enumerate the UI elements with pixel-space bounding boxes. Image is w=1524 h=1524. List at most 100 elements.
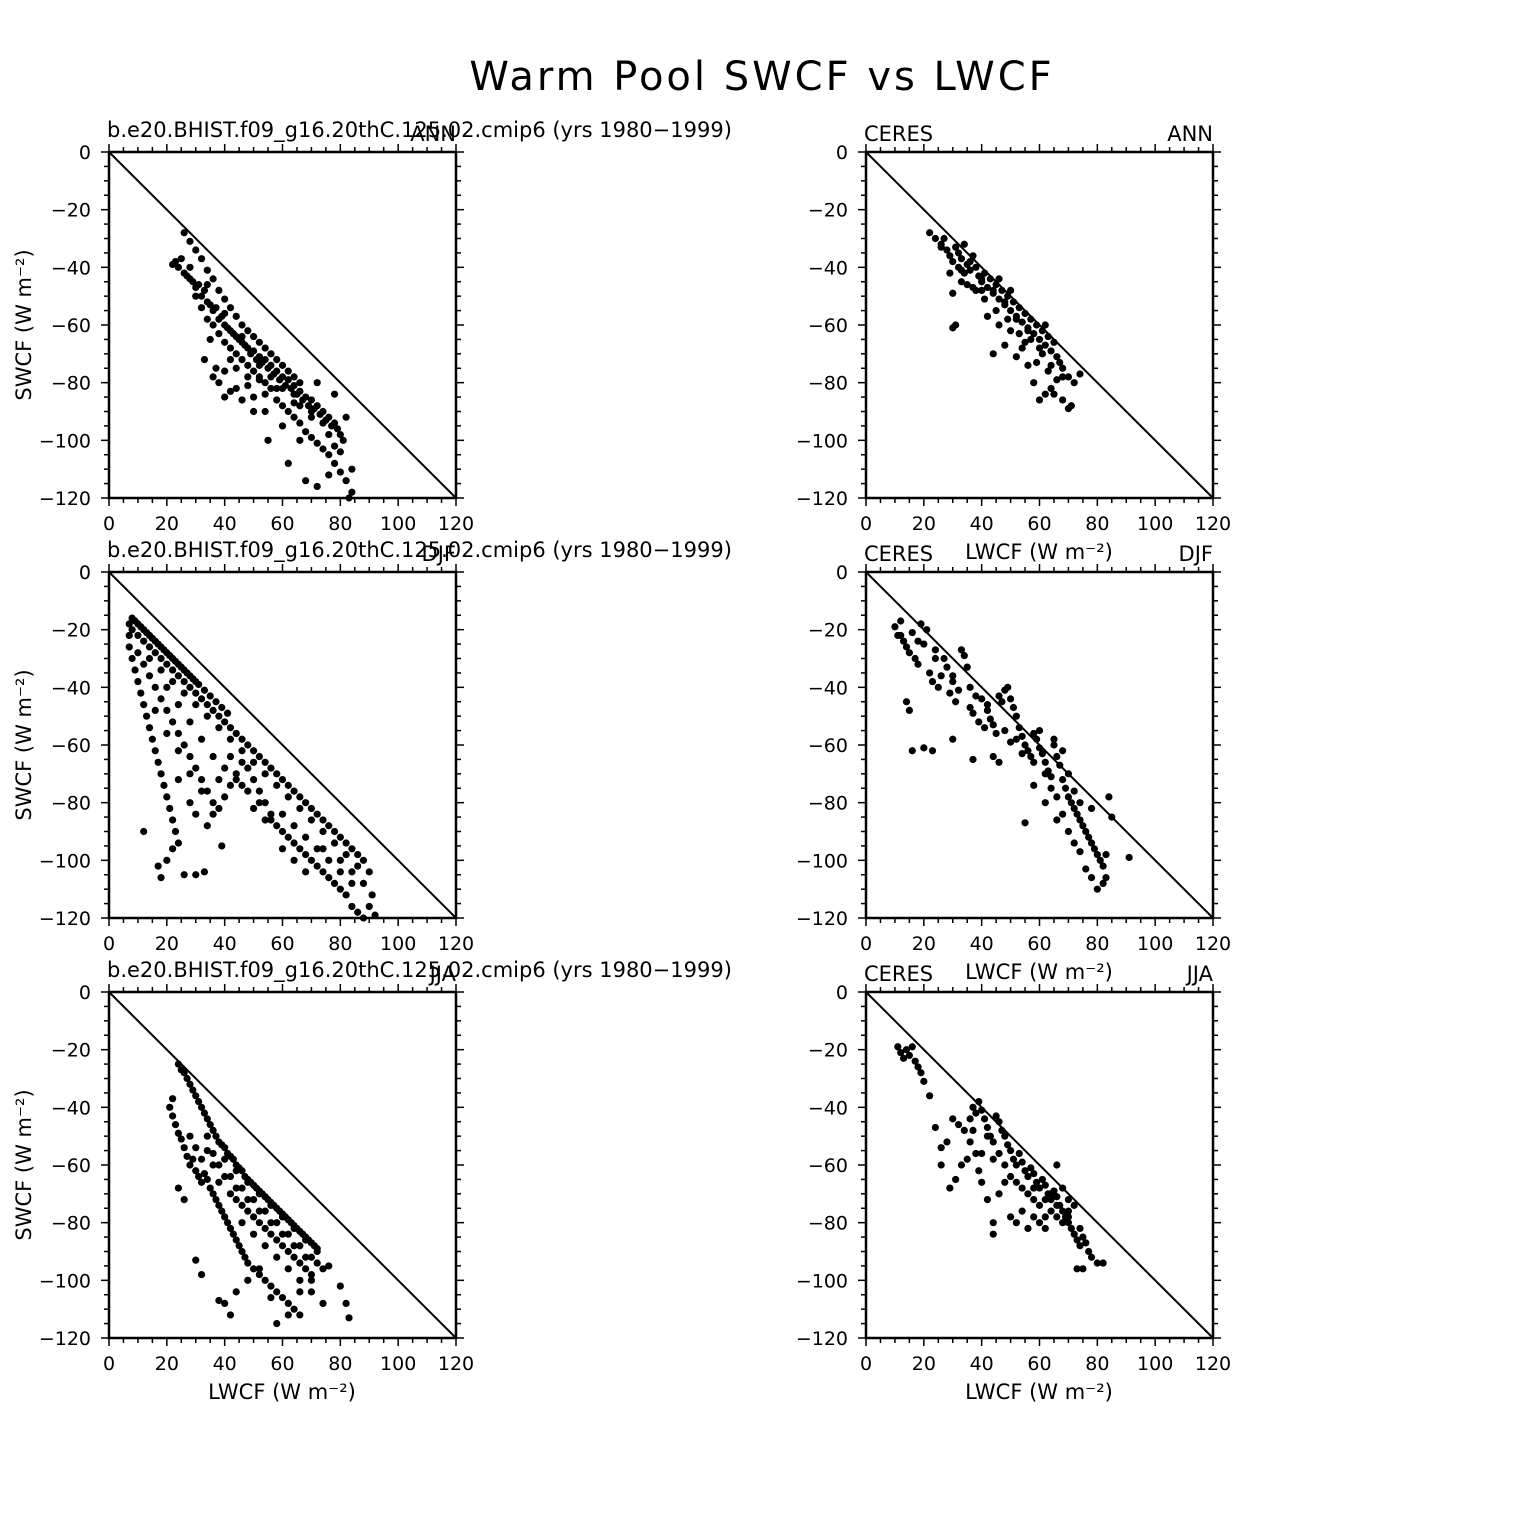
data-point bbox=[307, 396, 316, 404]
data-point bbox=[221, 1299, 229, 1307]
data-point bbox=[1015, 330, 1023, 338]
data-point bbox=[290, 373, 298, 381]
data-point bbox=[325, 874, 333, 882]
data-point bbox=[215, 776, 223, 784]
data-point bbox=[342, 413, 350, 421]
data-point bbox=[1047, 1207, 1055, 1215]
data-point bbox=[221, 393, 229, 401]
data-point bbox=[952, 698, 960, 706]
data-point bbox=[180, 689, 188, 697]
data-point bbox=[954, 686, 963, 694]
data-point bbox=[1053, 752, 1061, 761]
data-point bbox=[232, 1167, 240, 1175]
data-point bbox=[348, 879, 356, 888]
data-point bbox=[186, 718, 194, 726]
data-point bbox=[278, 1294, 287, 1302]
data-point bbox=[197, 1270, 206, 1279]
data-point bbox=[200, 1109, 209, 1117]
data-point bbox=[1099, 862, 1107, 870]
data-point bbox=[949, 289, 957, 297]
data-point bbox=[1041, 341, 1049, 349]
data-point bbox=[1085, 833, 1093, 841]
data-point bbox=[1027, 1164, 1035, 1172]
data-point bbox=[238, 1201, 246, 1209]
data-point bbox=[902, 698, 911, 706]
data-point bbox=[1070, 839, 1078, 847]
data-point bbox=[238, 747, 246, 755]
data-point bbox=[192, 871, 200, 879]
data-point bbox=[1067, 402, 1075, 410]
y-tick-label: −120 bbox=[39, 488, 91, 510]
data-point bbox=[215, 330, 223, 338]
y-tick-label: −100 bbox=[796, 430, 848, 452]
data-point bbox=[186, 1132, 194, 1140]
data-point bbox=[186, 1161, 194, 1169]
panel-ceres-jja: CERES JJA LWCF (W m⁻²) 0 20 40 60 80 100 1200−… bbox=[796, 962, 1231, 1404]
data-point bbox=[1053, 1161, 1061, 1169]
data-point bbox=[1056, 761, 1064, 769]
data-point bbox=[1087, 874, 1096, 882]
x-tick-label: 100 bbox=[1137, 1353, 1173, 1375]
data-point bbox=[296, 845, 304, 853]
data-point bbox=[978, 275, 986, 283]
data-point bbox=[261, 390, 269, 398]
data-point bbox=[342, 1299, 350, 1307]
data-point bbox=[221, 295, 229, 303]
data-point bbox=[284, 833, 292, 841]
data-point bbox=[952, 1175, 960, 1184]
data-point bbox=[180, 1144, 188, 1152]
data-point bbox=[899, 1054, 908, 1062]
data-point bbox=[980, 269, 989, 277]
data-point bbox=[1009, 298, 1018, 306]
data-point bbox=[226, 1172, 235, 1181]
data-point bbox=[1070, 787, 1078, 795]
data-point bbox=[221, 367, 229, 375]
data-point bbox=[166, 804, 174, 813]
x-tick-label: 20 bbox=[155, 933, 179, 955]
data-point bbox=[261, 407, 269, 416]
data-point bbox=[1018, 732, 1026, 740]
data-point bbox=[203, 1115, 211, 1123]
data-point bbox=[284, 376, 292, 384]
data-point bbox=[197, 255, 206, 263]
data-point bbox=[261, 379, 269, 387]
data-point bbox=[195, 1172, 203, 1181]
data-point bbox=[197, 304, 206, 312]
data-point bbox=[307, 413, 316, 421]
data-point bbox=[140, 637, 148, 645]
data-point bbox=[267, 810, 275, 818]
data-point bbox=[209, 752, 217, 761]
data-point bbox=[276, 376, 284, 384]
data-point bbox=[278, 845, 287, 853]
y-tick-label: −80 bbox=[808, 1213, 848, 1235]
data-point bbox=[1021, 1167, 1029, 1175]
data-point bbox=[1044, 332, 1052, 341]
data-point bbox=[299, 396, 307, 404]
data-point bbox=[330, 459, 339, 467]
data-point bbox=[281, 381, 289, 390]
data-point bbox=[264, 364, 272, 372]
data-point bbox=[1012, 1219, 1020, 1227]
y-tick-label: 0 bbox=[836, 142, 848, 164]
data-point bbox=[209, 706, 217, 715]
x-tick-label: 60 bbox=[270, 933, 294, 955]
data-point bbox=[1059, 1219, 1067, 1227]
data-point bbox=[989, 752, 997, 761]
data-point bbox=[339, 436, 347, 444]
data-point bbox=[192, 246, 200, 254]
data-point bbox=[954, 1121, 963, 1129]
x-tick-label: 100 bbox=[1137, 933, 1173, 955]
data-point bbox=[989, 1138, 997, 1146]
data-point bbox=[163, 793, 171, 801]
data-point bbox=[157, 666, 165, 674]
x-tick-label: 40 bbox=[970, 1353, 994, 1375]
panel-left-label: CERES bbox=[864, 122, 933, 146]
data-point bbox=[249, 1230, 258, 1238]
data-point bbox=[278, 1242, 287, 1250]
data-point bbox=[125, 620, 133, 628]
data-point bbox=[1009, 703, 1018, 712]
data-point bbox=[200, 1170, 209, 1178]
data-point bbox=[914, 637, 922, 645]
data-point bbox=[180, 666, 188, 674]
data-point bbox=[169, 1112, 177, 1120]
